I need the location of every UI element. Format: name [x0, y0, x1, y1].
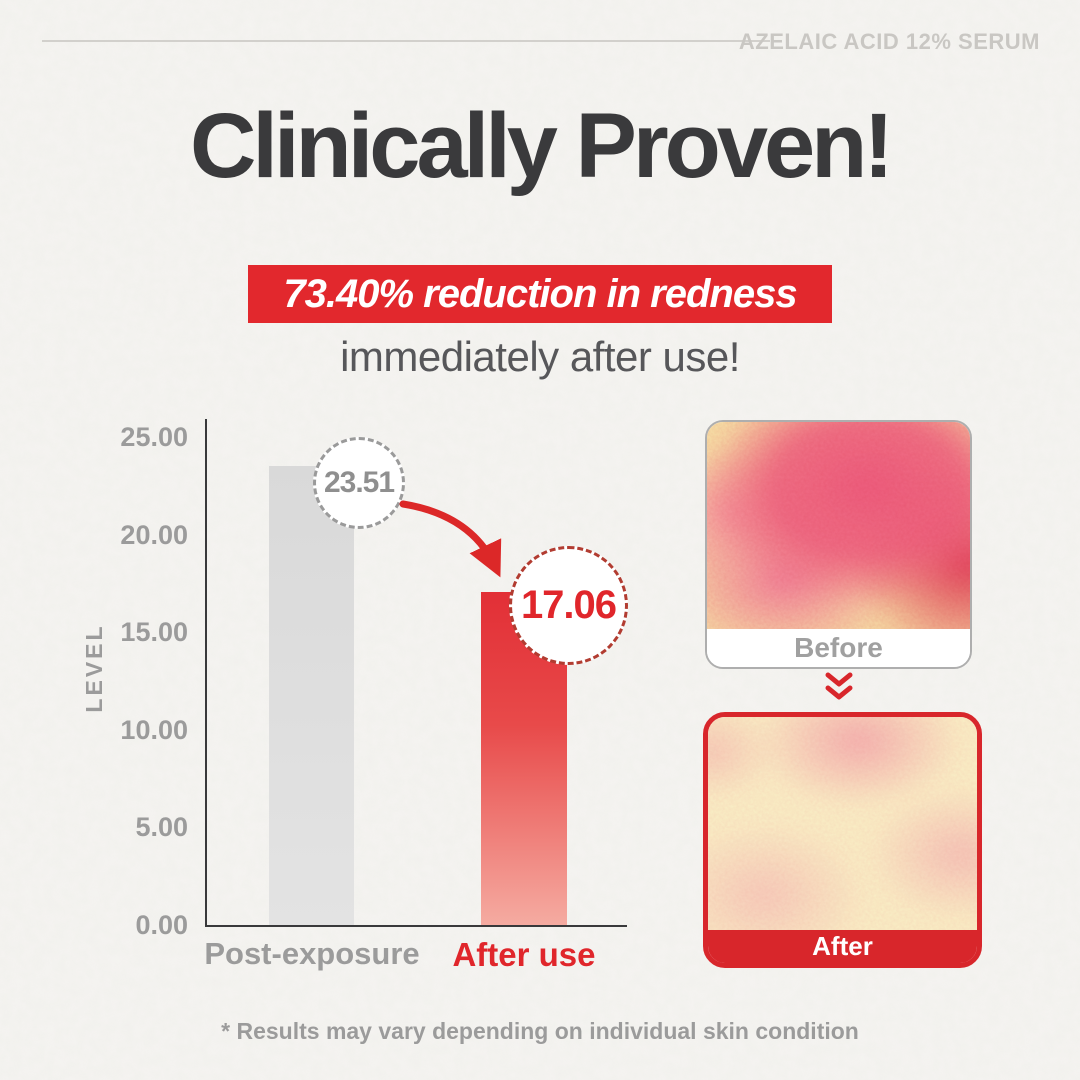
before-card: Before: [705, 420, 972, 669]
before-label: Before: [707, 629, 970, 667]
highlight-banner: 73.40% reduction in redness: [248, 265, 832, 323]
y-tick-label: 0.00: [135, 910, 188, 940]
highlight-subtitle: immediately after use!: [340, 333, 740, 380]
after-card: After: [703, 712, 982, 968]
x-label-post-exposure: Post-exposure: [204, 936, 420, 971]
value-label-post-exposure: 23.51: [323, 466, 395, 499]
x-label-after-use: After use: [452, 936, 596, 973]
product-label: AZELAIC ACID 12% SERUM: [738, 29, 1040, 54]
highlight-banner-text: 73.40% reduction in redness: [283, 271, 797, 316]
header-divider-line: [42, 40, 770, 42]
skin-speckle-texture: [707, 422, 970, 629]
value-label-after-use: 17.06: [520, 583, 617, 627]
double-chevron-down-icon: [825, 672, 853, 700]
disclaimer-text: * Results may vary depending on individu…: [221, 1018, 859, 1044]
skin-speckle-texture: [708, 717, 977, 930]
value-badge-after-use: 17.06: [509, 546, 628, 665]
before-skin-image: [707, 422, 970, 629]
y-tick-label: 20.00: [120, 519, 188, 550]
y-tick-label: 5.00: [135, 812, 188, 843]
y-axis-title: LEVEL: [80, 623, 107, 713]
y-tick-label: 10.00: [120, 714, 188, 745]
decrease-arrow-icon: [399, 500, 502, 578]
page-title: Clinically Proven!: [189, 95, 894, 197]
after-skin-image: [708, 717, 977, 930]
after-label: After: [708, 930, 977, 963]
bar-post-exposure: [269, 466, 354, 925]
y-tick-label: 25.00: [120, 422, 188, 452]
